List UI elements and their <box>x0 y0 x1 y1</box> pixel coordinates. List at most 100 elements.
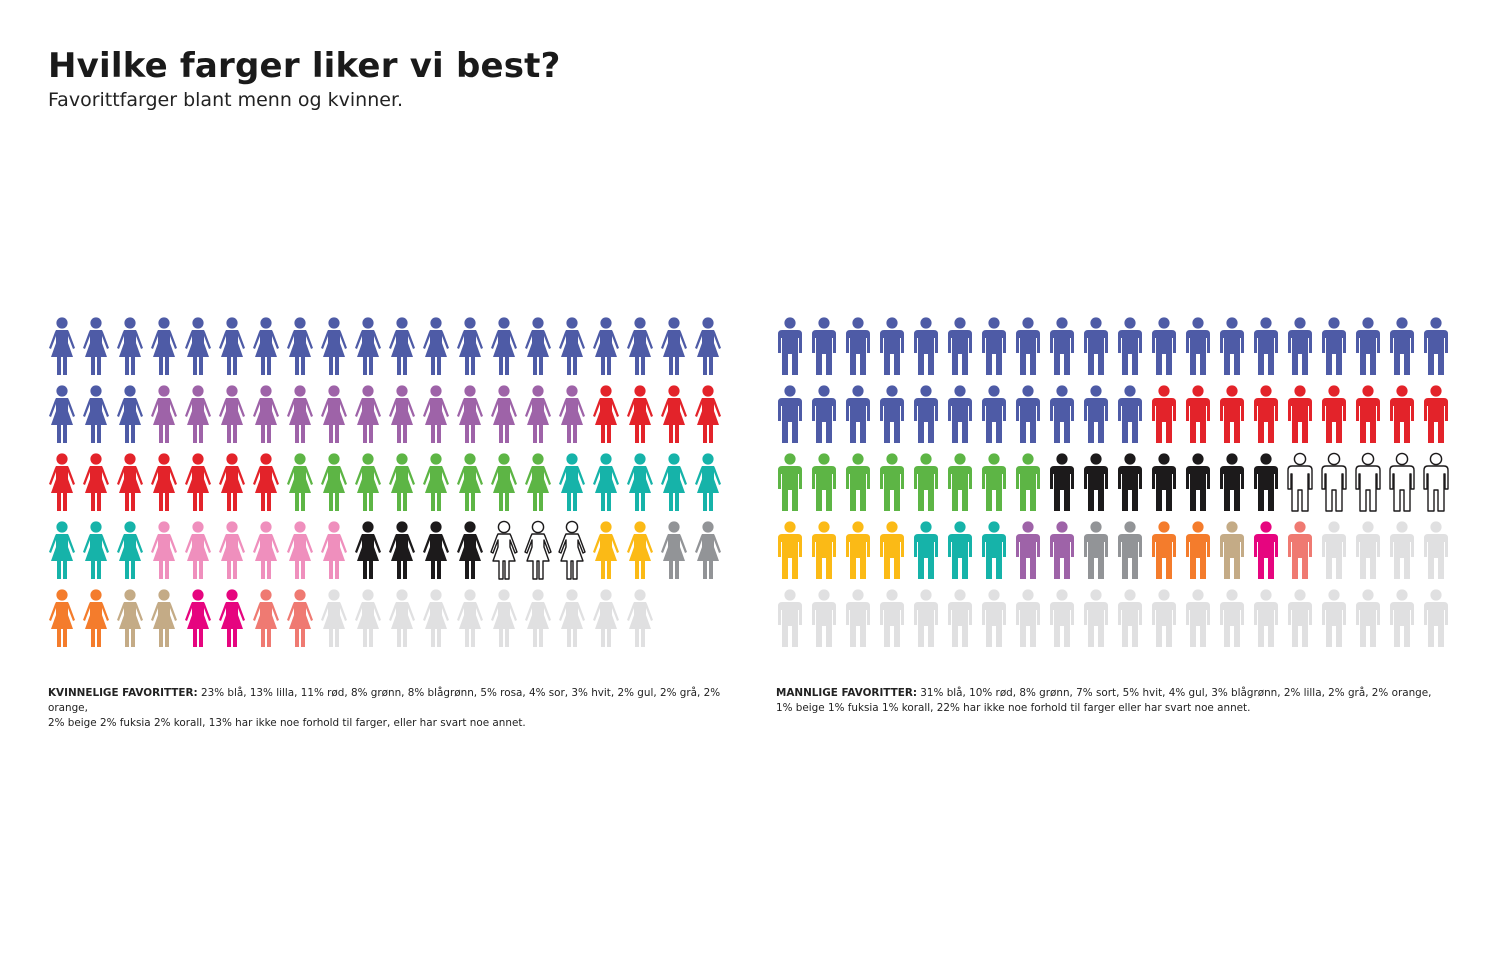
woman-icon-blågrønn <box>117 521 143 579</box>
man-icon-ingen <box>812 589 836 647</box>
woman-icon-rosa <box>151 521 177 579</box>
woman-icon-blågrønn <box>49 521 75 579</box>
man-icon-hvit <box>1321 452 1347 512</box>
man-icon-blå <box>778 385 802 443</box>
woman-icon-korall <box>253 589 279 647</box>
man-icon-hvit <box>1355 452 1381 512</box>
woman-icon-blå <box>151 317 177 375</box>
woman-icon-grå <box>695 521 721 579</box>
man-icon-grå <box>1084 521 1108 579</box>
man-icon-ingen <box>1390 521 1414 579</box>
man-icon-blå <box>982 385 1006 443</box>
woman-icon-grønn <box>389 453 415 511</box>
man-icon-ingen <box>1118 589 1142 647</box>
man-icon-rød <box>1152 385 1176 443</box>
man-icon-rød <box>1220 385 1244 443</box>
man-icon-ingen <box>778 589 802 647</box>
man-icon-sort <box>1118 453 1142 511</box>
man-icon-gul <box>846 521 870 579</box>
man-icon-ingen <box>1016 589 1040 647</box>
woman-icon-lilla <box>355 385 381 443</box>
man-icon-blå <box>846 385 870 443</box>
man-icon-grønn <box>1016 453 1040 511</box>
woman-icon-blå <box>389 317 415 375</box>
women-caption-line2: 2% beige 2% fuksia 2% korall, 13% har ik… <box>48 717 526 729</box>
man-icon-blå <box>880 385 904 443</box>
woman-icon-blå <box>253 317 279 375</box>
woman-icon-blå <box>355 317 381 375</box>
man-icon-blå <box>1322 317 1346 375</box>
man-icon-gul <box>880 521 904 579</box>
woman-icon-rød <box>117 453 143 511</box>
man-icon-ingen <box>1390 589 1414 647</box>
woman-icon-rød <box>253 453 279 511</box>
man-icon-blågrønn <box>948 521 972 579</box>
woman-icon-beige <box>117 589 143 647</box>
man-icon-ingen <box>1152 589 1176 647</box>
man-icon-grønn <box>846 453 870 511</box>
man-icon-blå <box>948 385 972 443</box>
men-chart-panel: MANNLIGE FAVORITTER: 31% blå, 10% rød, 8… <box>773 314 1453 714</box>
man-icon-grønn <box>982 453 1006 511</box>
woman-icon-grønn <box>287 453 313 511</box>
woman-icon-rød <box>695 385 721 443</box>
woman-icon-blå <box>661 317 687 375</box>
woman-icon-ingen <box>457 589 483 647</box>
woman-icon-sort <box>355 521 381 579</box>
woman-icon-blå <box>423 317 449 375</box>
man-icon-blågrønn <box>914 521 938 579</box>
woman-icon-orange <box>49 589 75 647</box>
man-icon-blå <box>1050 385 1074 443</box>
woman-icon-blå <box>83 385 109 443</box>
man-icon-grønn <box>948 453 972 511</box>
woman-icon-sort <box>457 521 483 579</box>
woman-icon-lilla <box>253 385 279 443</box>
man-icon-korall <box>1288 521 1312 579</box>
woman-icon-blå <box>49 317 75 375</box>
man-icon-ingen <box>1084 589 1108 647</box>
woman-icon-fuksia <box>185 589 211 647</box>
woman-icon-gul <box>627 521 653 579</box>
man-icon-blå <box>1220 317 1244 375</box>
woman-icon-grønn <box>321 453 347 511</box>
woman-icon-blågrønn <box>83 521 109 579</box>
woman-icon-grønn <box>457 453 483 511</box>
woman-icon-blågrønn <box>559 453 585 511</box>
woman-icon-hvit <box>524 520 552 580</box>
man-icon-ingen <box>948 589 972 647</box>
woman-icon-rosa <box>219 521 245 579</box>
man-icon-lilla <box>1016 521 1040 579</box>
man-icon-blå <box>1118 317 1142 375</box>
woman-icon-rød <box>661 385 687 443</box>
woman-icon-ingen <box>525 589 551 647</box>
woman-icon-blå <box>287 317 313 375</box>
woman-icon-blågrønn <box>593 453 619 511</box>
woman-icon-grå <box>661 521 687 579</box>
woman-icon-blå <box>491 317 517 375</box>
woman-icon-rosa <box>185 521 211 579</box>
page-title: Hvilke farger liker vi best? <box>48 46 561 86</box>
man-icon-blå <box>846 317 870 375</box>
man-icon-ingen <box>1322 521 1346 579</box>
man-icon-sort <box>1254 453 1278 511</box>
woman-icon-ingen <box>491 589 517 647</box>
woman-icon-lilla <box>491 385 517 443</box>
man-icon-sort <box>1220 453 1244 511</box>
man-icon-blå <box>778 317 802 375</box>
woman-icon-lilla <box>457 385 483 443</box>
man-icon-rød <box>1322 385 1346 443</box>
man-icon-blå <box>914 385 938 443</box>
woman-icon-rød <box>185 453 211 511</box>
woman-icon-ingen <box>389 589 415 647</box>
man-icon-rød <box>1254 385 1278 443</box>
woman-icon-lilla <box>219 385 245 443</box>
men-pictogram-chart <box>778 317 1449 647</box>
man-icon-grønn <box>914 453 938 511</box>
woman-icon-rosa <box>287 521 313 579</box>
man-icon-gul <box>812 521 836 579</box>
man-icon-blå <box>1254 317 1278 375</box>
man-icon-rød <box>1356 385 1380 443</box>
man-icon-grå <box>1118 521 1142 579</box>
woman-icon-lilla <box>185 385 211 443</box>
man-icon-blå <box>1050 317 1074 375</box>
